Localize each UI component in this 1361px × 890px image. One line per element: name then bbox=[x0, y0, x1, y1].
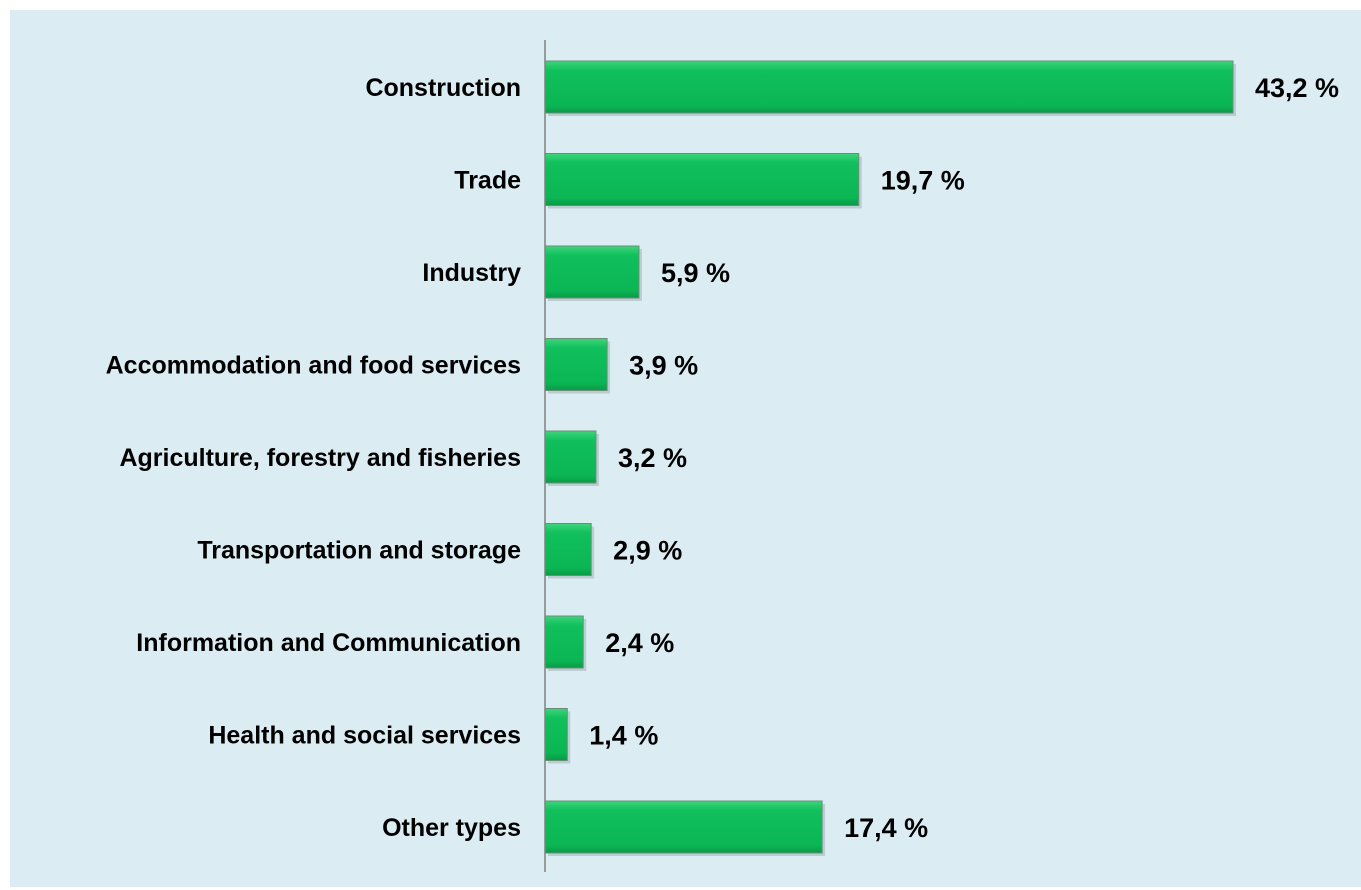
bar-industry bbox=[544, 245, 640, 299]
value-label-trade: 19,7 % bbox=[881, 166, 965, 196]
category-label-health-and-social-services: Health and social services bbox=[208, 722, 521, 750]
labels-group: Construction 43,2 % Trade 19,7 % Industry 5,9… bbox=[106, 73, 1339, 843]
category-label-other-types: Other types bbox=[382, 814, 521, 842]
category-label-construction: Construction bbox=[365, 74, 521, 102]
bar-accommodation-and-food-services bbox=[544, 338, 608, 391]
value-label-other-types: 17,4 % bbox=[844, 813, 928, 843]
value-label-information-and-communication: 2,4 % bbox=[605, 628, 674, 658]
category-label-transportation-and-storage: Transportation and storage bbox=[197, 537, 521, 565]
value-label-transportation-and-storage: 2,9 % bbox=[613, 536, 682, 566]
category-label-industry: Industry bbox=[422, 259, 521, 287]
bar-health-and-social-services bbox=[544, 708, 568, 761]
value-label-industry: 5,9 % bbox=[661, 258, 730, 288]
value-label-health-and-social-services: 1,4 % bbox=[589, 721, 658, 751]
category-label-information-and-communication: Information and Communication bbox=[136, 629, 521, 657]
category-label-trade: Trade bbox=[454, 167, 521, 195]
bar-transportation-and-storage bbox=[544, 523, 592, 576]
bar-other-types bbox=[544, 800, 823, 854]
bar-trade bbox=[544, 153, 860, 206]
value-label-agriculture-forestry-and-fisheries: 3,2 % bbox=[618, 443, 687, 473]
value-label-construction: 43,2 % bbox=[1255, 73, 1339, 103]
bar-construction bbox=[544, 60, 1234, 114]
category-label-agriculture-forestry-and-fisheries: Agriculture, forestry and fisheries bbox=[119, 444, 521, 472]
bar-agriculture-forestry-and-fisheries bbox=[544, 430, 597, 484]
category-label-accommodation-and-food-services: Accommodation and food services bbox=[106, 352, 521, 380]
bar-information-and-communication bbox=[544, 615, 584, 669]
value-label-accommodation-and-food-services: 3,9 % bbox=[629, 351, 698, 381]
bars-group bbox=[544, 60, 1236, 856]
